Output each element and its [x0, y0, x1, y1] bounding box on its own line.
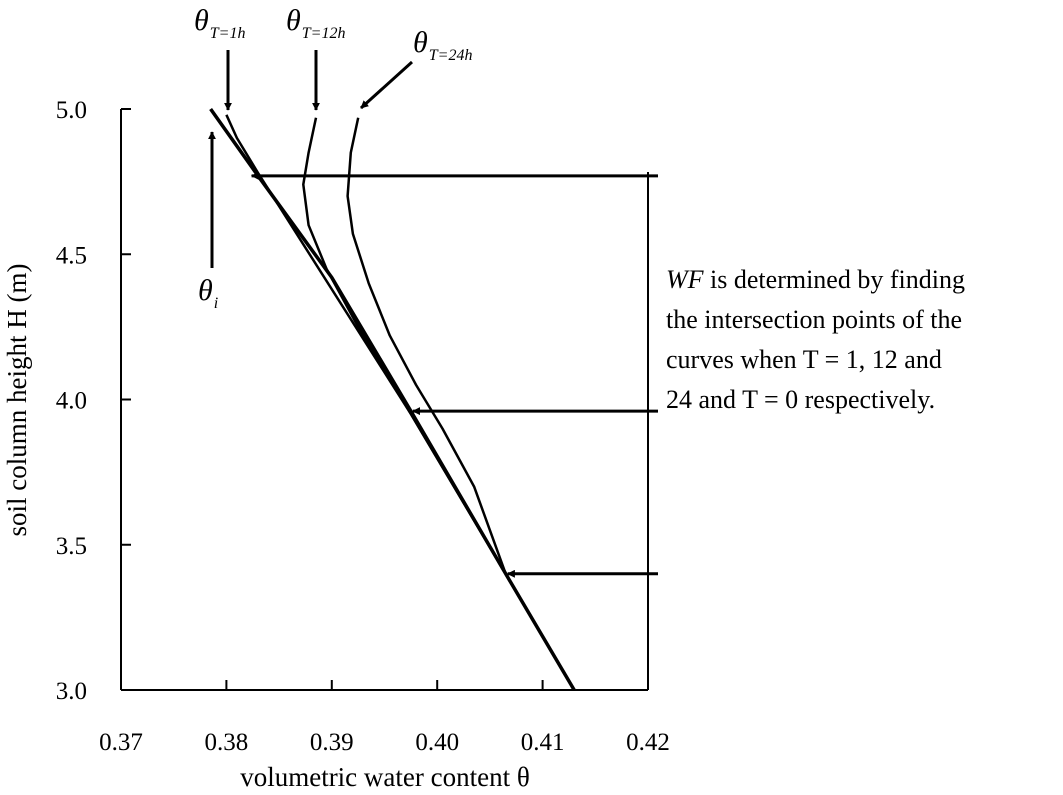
- x-tick-label: 0.41: [521, 729, 565, 756]
- svg-text:θT=12h: θT=12h: [286, 4, 345, 42]
- wf-note-line-1-rest: is determined by finding: [703, 265, 965, 294]
- theta-i-symbol: θ: [198, 274, 213, 307]
- x-tick-label: 0.39: [310, 729, 354, 756]
- wf-arrows: [250, 171, 658, 578]
- x-tick-label: 0.37: [99, 729, 143, 756]
- theta-1h-annotation: θT=1h: [194, 4, 245, 111]
- axes: [120, 109, 649, 691]
- x-tick-label: 0.42: [626, 729, 670, 756]
- x-tick-label: 0.40: [415, 729, 459, 756]
- theta-1h-symbol: θ: [194, 4, 209, 37]
- wf-note-line-1: WF is determined by finding: [666, 260, 1063, 300]
- theta-1h-subscript: T=1h: [210, 25, 246, 42]
- y-axis-title: soil column height H (m): [2, 264, 32, 537]
- theta-12h-subscript: T=12h: [302, 25, 346, 42]
- y-tick-label: 3.0: [56, 678, 87, 705]
- theta-i-subscript: i: [214, 295, 218, 312]
- y-tick-label: 4.0: [56, 388, 87, 415]
- wf-note-line-2: the intersection points of the: [666, 305, 963, 334]
- y-tick-label: 5.0: [56, 97, 87, 124]
- theta-24h-symbol: θ: [413, 26, 428, 59]
- theta-24h-annotation: θT=24h: [359, 26, 472, 110]
- theta-12h-annotation: θT=12h: [286, 4, 345, 111]
- theta-24h-subscript: T=24h: [429, 47, 473, 64]
- y-tick-label: 4.5: [56, 242, 87, 269]
- theta-24h-arrow: [359, 60, 414, 110]
- y-tick-label: 3.5: [56, 533, 87, 560]
- svg-text:θT=1h: θT=1h: [194, 4, 245, 42]
- wf-note: WF is determined by finding the intersec…: [666, 260, 1063, 420]
- svg-text:θi: θi: [198, 274, 218, 312]
- x-axis-title: volumetric water content θ: [240, 762, 530, 792]
- x-tick-label: 0.38: [205, 729, 249, 756]
- series-line-3: [346, 117, 576, 691]
- wf-note-line-4: 24 and T = 0 respectively.: [666, 385, 936, 414]
- series-group: [209, 107, 576, 691]
- wf-note-term: WF: [666, 265, 704, 294]
- theta-i-annotation: θi: [198, 131, 218, 312]
- ticks: 0.37 0.38 0.39 0.40 0.41 0.42 3.0 3.5 4.0 4.5 5.0: [56, 97, 670, 756]
- theta-12h-symbol: θ: [286, 4, 301, 37]
- series-line-2: [302, 117, 576, 691]
- svg-text:θT=24h: θT=24h: [413, 26, 472, 64]
- series-line-0: [209, 107, 576, 691]
- wf-note-line-3: curves when T = 1, 12 and: [666, 345, 942, 374]
